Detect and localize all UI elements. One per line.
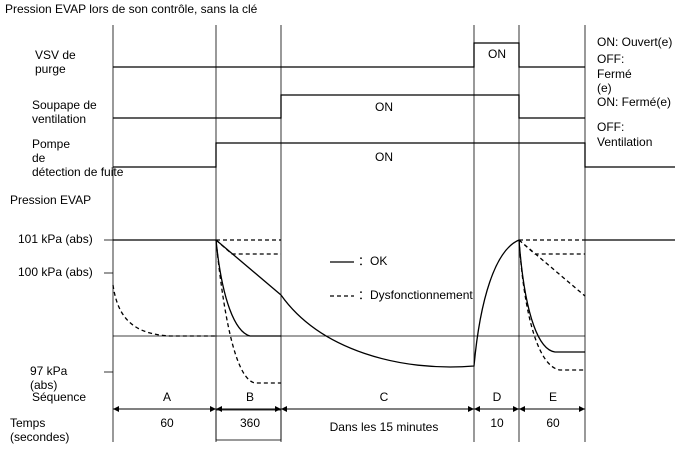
row-label: détection de fuite [32, 165, 124, 179]
note: (e) [597, 81, 612, 95]
level: 100 kPa (abs) [18, 265, 93, 279]
row-label: de [32, 151, 46, 165]
on-label: ON [488, 47, 506, 61]
note: ON: Ouvert(e) [597, 35, 672, 49]
note: OFF: [597, 120, 624, 134]
step: C [380, 390, 389, 404]
time: 10 [490, 416, 504, 430]
pressure-curves [112, 239, 675, 384]
note: ON: Fermé(e) [597, 95, 671, 109]
legend-ok: ：OK [358, 254, 387, 268]
note: OFF: [597, 52, 624, 66]
step: D [493, 390, 502, 404]
on-label: ON [375, 150, 393, 164]
time: 60 [160, 416, 174, 430]
step: E [549, 390, 557, 404]
sequence-label: Séquence [32, 390, 86, 404]
row-label: VSV de [35, 48, 76, 62]
time: 360 [240, 416, 260, 430]
note: Ventilation [597, 135, 652, 149]
row-label: Pompe [32, 137, 70, 151]
pressure-label: Pression EVAP [10, 193, 91, 207]
grid [104, 25, 586, 442]
legend-ng: ：Dysfonctionnement [358, 288, 473, 302]
time-label: (secondes) [10, 430, 69, 444]
row-label: ventilation [32, 112, 86, 126]
level: (abs) [30, 378, 57, 392]
on-label: ON [375, 100, 393, 114]
title: Pression EVAP lors de son contrôle, sans… [5, 2, 258, 16]
level: 97 kPa [30, 364, 68, 378]
signals [113, 42, 675, 168]
row-label: purge [35, 62, 66, 76]
level: 101 kPa (abs) [18, 232, 93, 246]
time-label: Temps [10, 416, 45, 430]
row-label: Soupape de [32, 98, 97, 112]
time: Dans les 15 minutes [330, 420, 439, 434]
note: Fermé [597, 67, 632, 81]
step: A [163, 390, 171, 404]
time: 60 [546, 416, 560, 430]
step: B [246, 390, 254, 404]
